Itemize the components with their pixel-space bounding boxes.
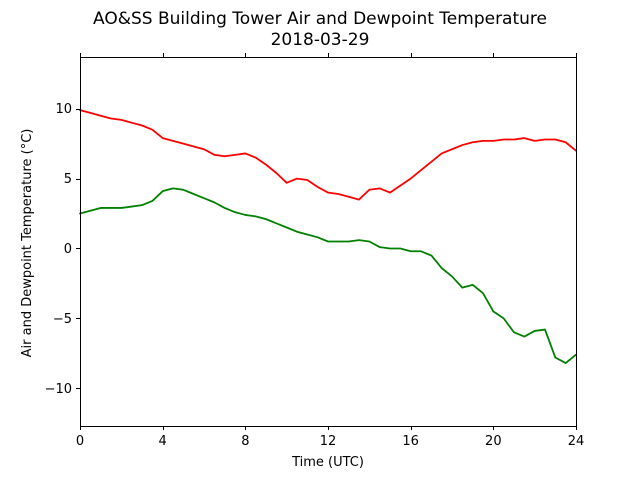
dewpoint-temperature-line	[79, 187, 577, 364]
air-temperature-line	[79, 109, 577, 201]
chart-subtitle: 2018-03-29	[271, 30, 370, 50]
chart-title: AO&SS Building Tower Air and Dewpoint Te…	[93, 9, 547, 29]
y-tick-label: 5	[64, 172, 72, 187]
y-tick-label: 0	[64, 242, 72, 257]
x-tick-label: 0	[76, 434, 84, 449]
series-layer	[79, 109, 577, 364]
x-tick-label: 16	[402, 434, 419, 449]
x-tick-label: 8	[241, 434, 249, 449]
y-tick-label: −10	[45, 382, 72, 397]
y-tick-label: −5	[53, 312, 72, 327]
y-axis-label: Air and Dewpoint Temperature (°C)	[20, 129, 35, 358]
x-tick-label: 24	[568, 434, 585, 449]
y-axis: −10 −5 0 5 10	[45, 102, 80, 397]
x-axis-label: Time (UTC)	[291, 455, 364, 470]
x-tick-label: 20	[485, 434, 502, 449]
x-axis: 0 4 8 12 16 20 24	[76, 53, 584, 449]
x-tick-label: 12	[320, 434, 337, 449]
y-tick-label: 10	[55, 102, 72, 117]
x-tick-label: 4	[159, 434, 167, 449]
